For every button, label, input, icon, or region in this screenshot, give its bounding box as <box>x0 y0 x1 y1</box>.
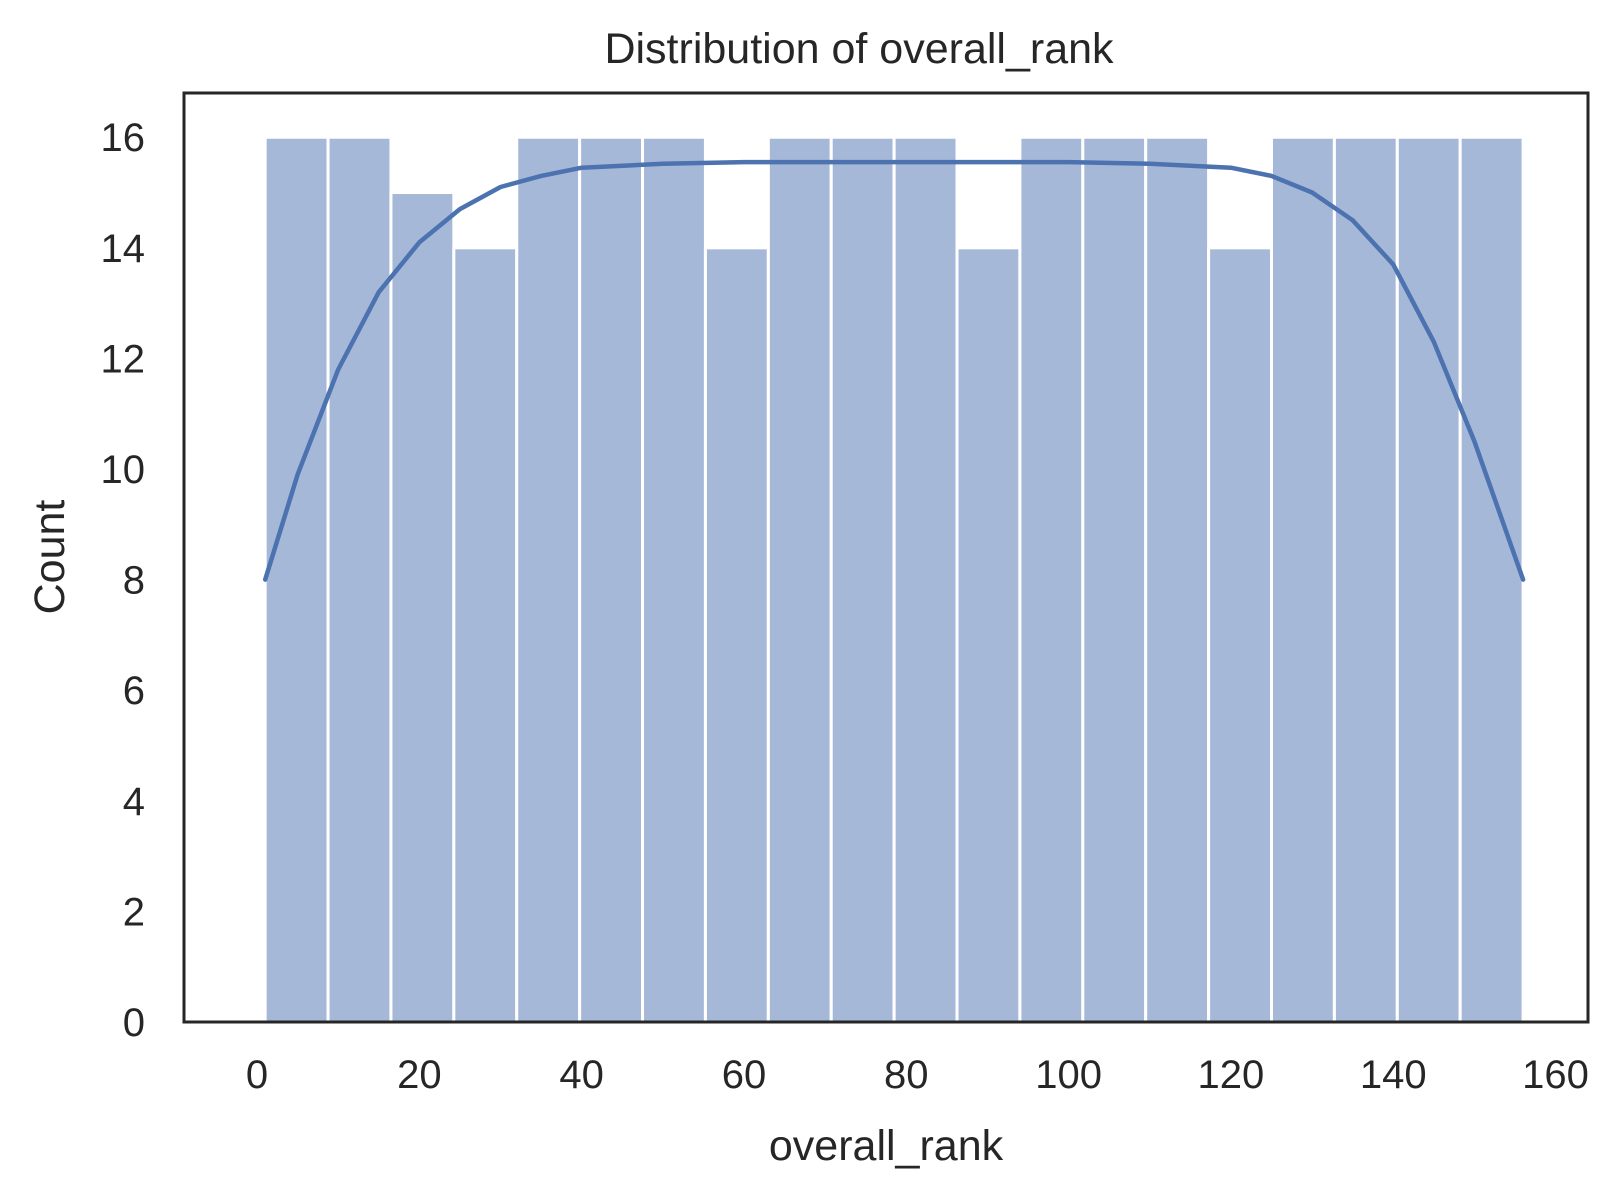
y-tick-label: 14 <box>101 227 146 271</box>
x-tick-label: 60 <box>722 1053 767 1097</box>
histogram-bar <box>389 191 456 1024</box>
histogram-bar <box>515 135 582 1024</box>
histogram-bar <box>452 246 519 1024</box>
histogram-bar <box>1395 135 1462 1024</box>
y-tick-label: 16 <box>101 116 146 160</box>
y-tick-label: 6 <box>123 669 145 713</box>
histogram-bar <box>1018 135 1085 1024</box>
y-tick-label: 12 <box>101 337 146 381</box>
x-tick-label: 80 <box>884 1053 929 1097</box>
kde-curve <box>262 159 1526 582</box>
histogram-bar <box>703 246 770 1024</box>
y-tick-label: 0 <box>123 1001 145 1045</box>
histogram-bar <box>766 135 833 1024</box>
chart-title: Distribution of overall_rank <box>604 25 1114 73</box>
y-axis-label: Count <box>26 500 74 615</box>
histogram-bar <box>1332 135 1399 1024</box>
histogram-bar <box>829 135 896 1024</box>
histogram-bar <box>326 135 393 1024</box>
histogram-bar <box>1081 135 1148 1024</box>
y-tick-labels: 0 2 4 6 8 10 12 14 16 <box>101 116 146 1045</box>
y-tick-label: 4 <box>123 780 145 824</box>
histogram-bar <box>1458 135 1525 1024</box>
x-tick-label: 40 <box>559 1053 604 1097</box>
histogram-bar <box>1269 135 1336 1024</box>
histogram-bar <box>1207 246 1273 1024</box>
x-tick-labels: 0 20 40 60 80 100 120 140 160 <box>246 1053 1589 1097</box>
x-tick-label: 100 <box>1035 1053 1102 1097</box>
x-tick-label: 120 <box>1198 1053 1265 1097</box>
histogram-bar <box>1144 135 1211 1024</box>
x-tick-label: 20 <box>397 1053 442 1097</box>
histogram-bar <box>641 135 707 1024</box>
histogram-bar <box>578 135 645 1024</box>
bars-group <box>263 135 1525 1024</box>
plot-frame <box>182 91 1590 1024</box>
histogram-bar <box>263 135 330 1024</box>
y-tick-label: 2 <box>123 890 145 934</box>
x-tick-label: 140 <box>1360 1053 1427 1097</box>
x-axis-label: overall_rank <box>769 1122 1004 1170</box>
y-tick-label: 8 <box>123 559 145 603</box>
x-tick-label: 160 <box>1522 1053 1589 1097</box>
x-tick-label: 0 <box>246 1053 268 1097</box>
y-tick-label: 10 <box>101 448 146 492</box>
histogram-bar <box>955 246 1022 1024</box>
histogram-bar <box>892 135 959 1024</box>
